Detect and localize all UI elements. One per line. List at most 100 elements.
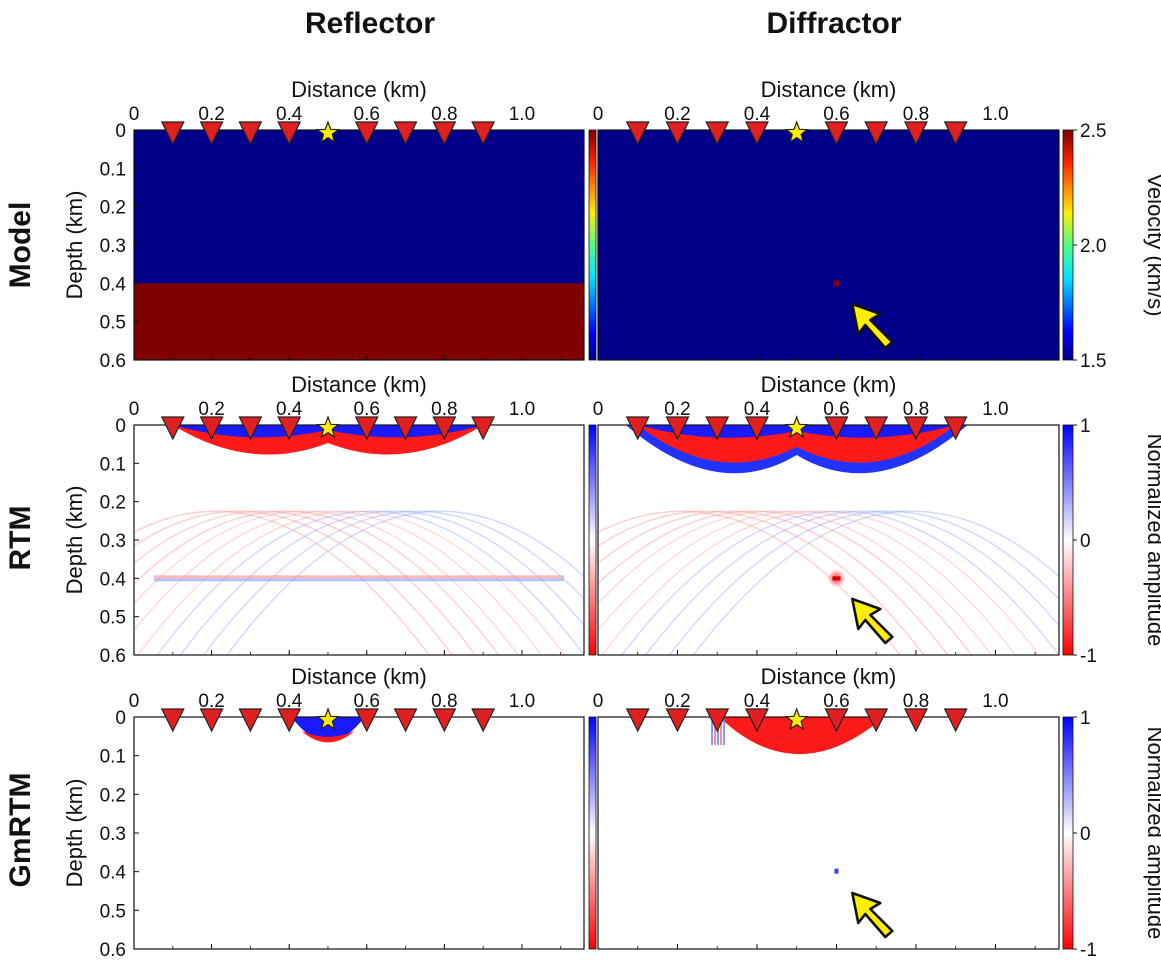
x-tick-label: 1.0 <box>509 399 535 420</box>
receiver-marker <box>943 708 968 733</box>
receiver-marker <box>824 416 849 441</box>
high-velocity-layer <box>134 283 584 360</box>
migration-swing <box>203 510 584 655</box>
receiver-marker <box>277 708 302 733</box>
receiver-marker <box>160 416 185 441</box>
row-title-rtm: RTM <box>4 506 37 571</box>
receiver-marker <box>744 121 769 146</box>
edge-artifact <box>711 719 713 745</box>
column-title-reflector: Reflector <box>305 7 435 40</box>
receiver-marker <box>238 121 263 146</box>
edge-artifact <box>714 719 716 745</box>
panels <box>134 130 1059 949</box>
edge-artifact <box>723 719 725 745</box>
migration-swing <box>134 510 453 655</box>
x-tick-label: 0.4 <box>276 399 303 420</box>
receiver-marker <box>199 121 224 146</box>
y-tick-label: 0 <box>115 708 126 729</box>
colorbar-bar <box>1062 424 1074 656</box>
x-axis-label: Distance (km) <box>291 372 427 397</box>
x-tick-label: 0.4 <box>744 691 771 712</box>
colorbar-tick-label: 2.0 <box>1080 236 1106 257</box>
x-tick-label: 0 <box>593 691 604 712</box>
receiver-marker <box>277 416 302 441</box>
x-tick-label: 1.0 <box>982 104 1008 125</box>
x-tick-label: 0.8 <box>903 691 929 712</box>
x-tick-label: 0.4 <box>744 399 771 420</box>
axes-reflector-model: Distance (km) 0 0.2 0.4 0.6 0.8 1.0 0 0.1 0.2 0.3 0… <box>62 77 585 372</box>
colorbar-tick-label: 0 <box>1080 824 1091 845</box>
receiver-marker <box>705 416 730 441</box>
x-tick-label: 1.0 <box>982 399 1008 420</box>
x-tick-label: 0.2 <box>198 691 224 712</box>
receiver-marker <box>354 121 379 146</box>
y-axis-label: Depth (km) <box>62 191 87 300</box>
gmrtm-image-diffractor <box>598 717 1059 949</box>
y-tick-label: 0.4 <box>100 569 127 590</box>
surface-artifact-negative <box>301 731 355 743</box>
image-background <box>134 425 584 655</box>
x-tick-label: 0.6 <box>823 399 849 420</box>
colorbar-label: Velocity (km/s) <box>1143 173 1161 316</box>
y-tick-label: 0 <box>115 416 126 437</box>
y-tick-label: 0 <box>115 121 126 142</box>
image-background <box>134 717 584 949</box>
reflector-event <box>154 578 564 582</box>
diffractor-point <box>833 280 840 287</box>
x-tick-label: 0.2 <box>198 104 224 125</box>
x-tick-label: 1.0 <box>509 691 535 712</box>
source-star <box>784 415 809 439</box>
colorbar-gmrtm: 1 0 -1 Normalized amplitude <box>588 708 1161 961</box>
reflector-event <box>154 575 564 579</box>
x-tick-label: 0.6 <box>354 399 380 420</box>
axes-diffractor-model: Distance (km) 0 0.2 0.4 0.6 0.8 1.0 <box>593 77 1060 361</box>
x-tick-label: 0.2 <box>664 399 690 420</box>
colorbar-bar <box>1062 716 1074 950</box>
y-tick-label: 0.1 <box>100 454 126 475</box>
x-tick-label: 1.0 <box>509 104 535 125</box>
receiver-marker <box>432 121 457 146</box>
migration-swing <box>598 510 949 655</box>
receiver-marker <box>238 416 263 441</box>
x-tick-label: 0.4 <box>276 691 303 712</box>
receiver-marker <box>744 708 769 733</box>
y-tick-label: 0.2 <box>100 198 126 219</box>
migration-swing <box>601 510 1040 655</box>
highlight-arrow <box>850 891 894 939</box>
x-tick-label: 0.8 <box>903 104 929 125</box>
receiver-marker <box>864 121 889 146</box>
colorbar-strip <box>588 424 597 656</box>
axes-reflector-rtm: Distance (km) 0 0.2 0.4 0.6 0.8 1.0 0 0.1 0.2 0.3 0… <box>62 372 585 667</box>
receiver-marker <box>665 121 690 146</box>
receiver-marker <box>238 708 263 733</box>
receiver-marker <box>432 708 457 733</box>
receiver-marker <box>471 416 496 441</box>
velocity-model-diffractor <box>598 130 1059 360</box>
receiver-marker <box>665 416 690 441</box>
y-tick-label: 0.6 <box>100 646 126 667</box>
receiver-marker <box>471 121 496 146</box>
highlight-arrow <box>850 302 894 350</box>
y-tick-label: 0.6 <box>100 940 126 961</box>
receiver-marker <box>824 708 849 733</box>
surface-artifact-negative <box>719 717 885 755</box>
receiver-marker <box>903 121 928 146</box>
migration-swing <box>598 510 1016 655</box>
x-tick-label: 0 <box>129 691 140 712</box>
colorbar-label: Normalized amplitude <box>1143 434 1161 647</box>
receiver-marker <box>354 708 379 733</box>
source-star <box>315 415 341 439</box>
colorbar-rtm: 1 0 -1 Normalized amplitude <box>588 416 1161 667</box>
migration-swing <box>598 510 925 655</box>
x-tick-label: 0.4 <box>744 104 771 125</box>
diffractor-image <box>834 868 839 874</box>
receiver-marker <box>864 708 889 733</box>
migration-swing <box>621 510 1059 655</box>
colorbar-tick-label: 1 <box>1080 416 1091 437</box>
x-tick-label: 0.6 <box>354 104 380 125</box>
receiver-marker <box>199 416 224 441</box>
receiver-marker <box>903 416 928 441</box>
x-tick-label: 0 <box>593 104 604 125</box>
migration-swing <box>134 510 542 655</box>
